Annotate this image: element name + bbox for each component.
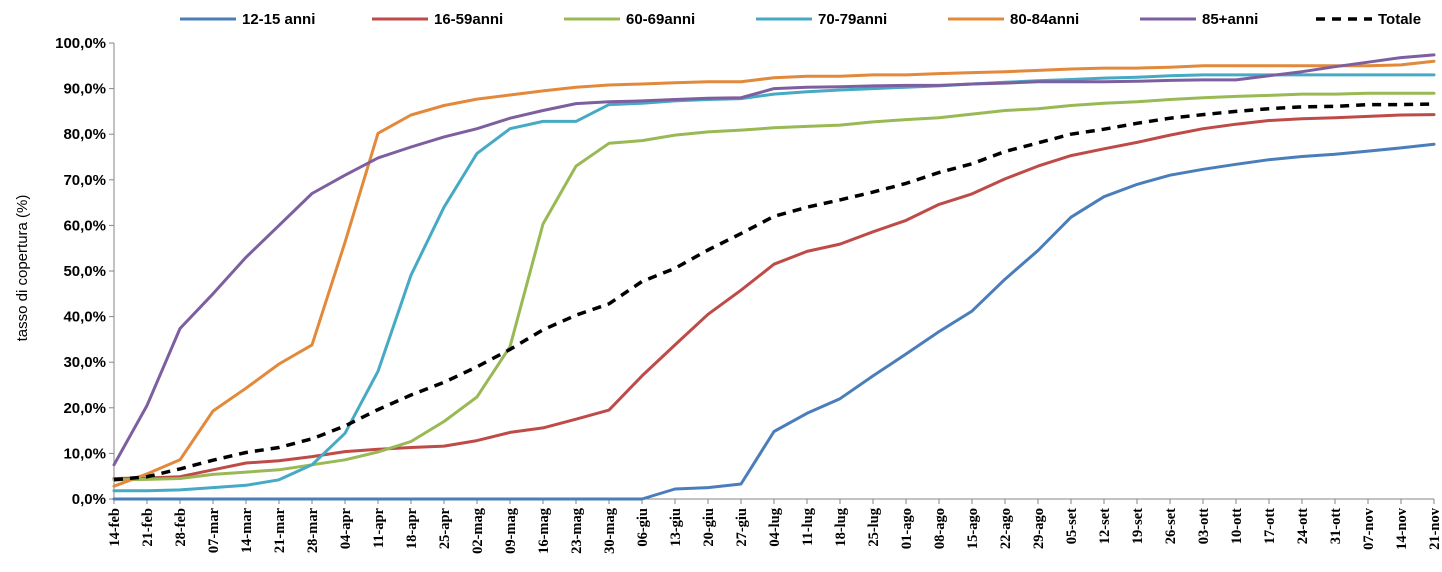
legend-item: 12-15 anni xyxy=(180,11,315,28)
series-line-60-69anni xyxy=(112,91,1436,482)
series-line-85-anni xyxy=(112,53,1436,467)
y-tick-label: 50,0% xyxy=(63,263,106,280)
x-tick-label: 17-ott xyxy=(1262,508,1278,544)
x-tick-label: 15-ago xyxy=(965,508,981,549)
legend-label: 85+anni xyxy=(1202,11,1258,28)
legend-label: 60-69anni xyxy=(626,11,695,28)
legend-label: Totale xyxy=(1378,11,1421,28)
x-tick-label: 25-apr xyxy=(437,507,453,549)
x-tick-label: 29-ago xyxy=(1031,508,1047,549)
x-tick-label: 21-nov xyxy=(1427,507,1442,550)
x-tick-label: 28-feb xyxy=(173,508,189,547)
x-tick-label: 11-lug xyxy=(800,507,816,546)
series-line-12-15-anni xyxy=(112,142,1436,501)
x-tick-label: 03-ott xyxy=(1196,508,1212,544)
x-tick-label: 30-mag xyxy=(602,507,618,554)
y-tick-label: 30,0% xyxy=(63,354,106,371)
legend-item: 16-59anni xyxy=(372,11,503,28)
y-tick-label: 60,0% xyxy=(63,217,106,234)
x-tick-label: 05-set xyxy=(1064,508,1080,544)
x-tick-label: 07-mar xyxy=(206,507,222,553)
x-axis: 14-feb 21-feb 28-feb 07-mar 14-mar 21-mar 28-m… xyxy=(107,498,1442,554)
x-tick-label: 04-lug xyxy=(767,507,783,546)
series-line-80-84anni xyxy=(112,59,1436,488)
y-tick-label: 100,0% xyxy=(55,35,106,52)
x-tick-label: 18-lug xyxy=(833,507,849,546)
x-tick-label: 11-apr xyxy=(371,507,387,548)
legend-item: Totale xyxy=(1316,11,1421,28)
series-line-70-79anni xyxy=(112,73,1436,493)
x-tick-label: 21-mar xyxy=(272,507,288,553)
x-tick-label: 08-ago xyxy=(932,508,948,549)
x-tick-label: 14-mar xyxy=(239,507,255,553)
x-tick-label: 01-ago xyxy=(899,508,915,549)
y-axis: 0,0% 10,0% 20,0% 30,0% 40,0% 50,0% 60,0% 70,0% 8… xyxy=(55,35,115,508)
legend-label: 16-59anni xyxy=(434,11,503,28)
x-tick-label: 21-feb xyxy=(140,508,156,547)
x-tick-label: 16-mag xyxy=(536,507,552,554)
x-tick-label: 25-lug xyxy=(866,507,882,546)
x-tick-label: 31-ott xyxy=(1328,508,1344,544)
y-tick-label: 90,0% xyxy=(63,81,106,98)
x-tick-label: 10-ott xyxy=(1229,508,1245,544)
x-tick-label: 07-nov xyxy=(1361,507,1377,550)
x-tick-label: 04-apr xyxy=(338,507,354,549)
x-tick-label: 28-mar xyxy=(305,507,321,553)
series-line-16-59anni xyxy=(112,113,1436,480)
x-tick-label: 24-ott xyxy=(1295,508,1311,544)
y-tick-label: 40,0% xyxy=(63,309,106,326)
x-tick-label: 12-set xyxy=(1097,508,1113,544)
legend-item: 60-69anni xyxy=(564,11,695,28)
x-tick-label: 19-set xyxy=(1130,508,1146,544)
x-tick-label: 27-giu xyxy=(734,508,750,547)
legend-item: 85+anni xyxy=(1140,11,1258,28)
y-axis-title: tasso di copertura (%) xyxy=(14,195,31,342)
y-tick-label: 20,0% xyxy=(63,400,106,417)
y-tick-label: 80,0% xyxy=(63,126,106,143)
series-line-totale xyxy=(113,102,1435,482)
x-tick-label: 09-mag xyxy=(503,507,519,554)
x-tick-label: 26-set xyxy=(1163,508,1179,544)
x-tick-label: 22-ago xyxy=(998,508,1014,549)
plot-area xyxy=(112,53,1436,501)
legend: 12-15 anni 16-59anni 60-69anni 70-79anni 80-… xyxy=(180,11,1421,28)
legend-item: 80-84anni xyxy=(948,11,1079,28)
legend-label: 80-84anni xyxy=(1010,11,1079,28)
y-tick-label: 0,0% xyxy=(72,491,106,508)
x-tick-label: 20-giu xyxy=(701,508,717,547)
y-tick-label: 70,0% xyxy=(63,172,106,189)
x-tick-label: 02-mag xyxy=(470,507,486,554)
x-tick-label: 13-giu xyxy=(668,508,684,547)
x-tick-label: 23-mag xyxy=(569,507,585,554)
x-tick-label: 06-giu xyxy=(635,508,651,547)
x-tick-label: 14-feb xyxy=(107,508,123,547)
x-tick-label: 14-nov xyxy=(1394,507,1410,550)
x-tick-label: 18-apr xyxy=(404,507,420,549)
legend-item: 70-79anni xyxy=(756,11,887,28)
legend-label: 70-79anni xyxy=(818,11,887,28)
legend-label: 12-15 anni xyxy=(242,11,315,28)
y-tick-label: 10,0% xyxy=(63,445,106,462)
